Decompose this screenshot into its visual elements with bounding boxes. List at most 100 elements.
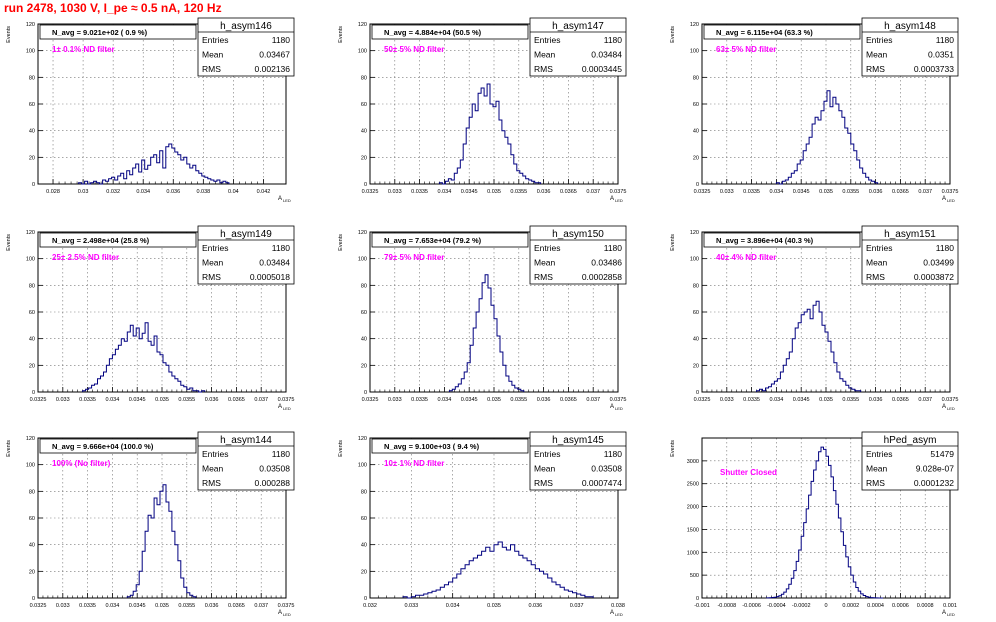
y-tick-label: 20 — [693, 363, 699, 369]
histogram-panel-h_asym146: 0.028 0.03 0.032 0.034 0.036 0.038 0.04 0.042 0 2… — [6, 17, 295, 203]
x-tick-label: 0.0325 — [362, 189, 379, 195]
x-tick-label: 0.0355 — [178, 603, 195, 609]
x-tick-label: 0.033 — [720, 189, 734, 195]
x-tick-label: 0.036 — [869, 189, 883, 195]
x-tick-label: 0.042 — [257, 189, 271, 195]
y-tick-label: 40 — [361, 129, 367, 135]
stats-label-rms: RMS — [534, 64, 553, 74]
x-tick-label: 0.0345 — [461, 397, 478, 403]
stats-label-rms: RMS — [866, 478, 885, 488]
y-tick-label: 1500 — [687, 527, 699, 533]
stats-box-frame — [861, 225, 959, 285]
y-tick-label: 80 — [29, 75, 35, 81]
y-tick-label: 100 — [690, 257, 699, 263]
x-tick-label: 0.036 — [528, 603, 542, 609]
y-tick-label: 120 — [26, 22, 35, 28]
stats-label-entries: Entries — [866, 243, 892, 253]
y-tick-label: 120 — [26, 230, 35, 236]
y-tick-label: 40 — [693, 337, 699, 343]
x-tick-label: 0.034 — [106, 397, 120, 403]
x-tick-label: 0.033 — [388, 189, 402, 195]
header-text: N_avg = 6.115e+04 (63.3 %) — [716, 28, 813, 37]
x-tick-label: -0.0002 — [792, 603, 811, 609]
stats-value-rms: 0.0001232 — [914, 478, 954, 488]
x-tick-label: 0.038 — [611, 603, 625, 609]
x-tick-label: 0.032 — [363, 603, 377, 609]
x-tick-label: 0.0004 — [867, 603, 884, 609]
stats-value-rms: 0.0007474 — [582, 478, 622, 488]
header-text: N_avg = 3.896e+04 (40.3 %) — [716, 236, 814, 245]
stats-value-rms: 0.000288 — [255, 478, 291, 488]
y-tick-label: 0 — [696, 182, 699, 188]
header-box — [39, 438, 197, 454]
stats-label-rms: RMS — [866, 64, 885, 74]
stats-box-frame — [529, 431, 627, 491]
header-box — [39, 24, 197, 40]
y-axis-label: Events — [338, 440, 344, 457]
x-tick-label: 0.0335 — [743, 397, 760, 403]
x-tick-label: 0.0335 — [79, 397, 96, 403]
stats-label-entries: Entries — [202, 243, 228, 253]
x-tick-label: 0.037 — [254, 397, 268, 403]
stats-label-mean: Mean — [202, 50, 224, 60]
y-tick-label: 0 — [32, 596, 35, 602]
x-tick-label: 0.0335 — [411, 397, 428, 403]
stats-label-mean: Mean — [202, 464, 224, 474]
x-tick-label: 0.0365 — [560, 189, 577, 195]
x-tick-label: 0.033 — [388, 397, 402, 403]
x-tick-label: -0.0004 — [767, 603, 786, 609]
stats-value-rms: 0.0002858 — [582, 272, 622, 282]
x-tick-label: 0.0345 — [793, 397, 810, 403]
y-tick-label: 120 — [358, 22, 367, 28]
x-tick-label: -0.0006 — [742, 603, 761, 609]
x-tick-label: 0.0008 — [917, 603, 934, 609]
y-tick-label: 40 — [361, 337, 367, 343]
stats-box-frame — [529, 225, 627, 285]
annotation-text: 1± 0.1% ND filter — [52, 45, 115, 54]
x-axis-label-sub: LED — [283, 198, 291, 203]
y-tick-label: 0 — [364, 390, 367, 396]
x-tick-label: 0.036 — [869, 397, 883, 403]
y-tick-label: 60 — [361, 516, 367, 522]
stats-label-entries: Entries — [202, 449, 228, 459]
stats-box-frame — [529, 17, 627, 77]
x-tick-label: 0.036 — [537, 397, 551, 403]
histogram-panel-h_asym150: 0.0325 0.033 0.0335 0.034 0.0345 0.035 0.0355 0… — [338, 225, 627, 411]
annotation-text: 100% (No filter) — [52, 459, 111, 468]
stats-value-rms: 0.0003445 — [582, 64, 622, 74]
stats-box-title: h_asym147 — [552, 21, 604, 32]
x-tick-label: -0.0008 — [717, 603, 736, 609]
stats-value-entries: 1180 — [936, 243, 955, 253]
x-tick-label: 0.028 — [46, 189, 60, 195]
x-axis-label: A — [278, 610, 282, 616]
x-tick-label: 0.0325 — [30, 603, 47, 609]
x-tick-label: 0.0365 — [228, 397, 245, 403]
y-tick-label: 2000 — [687, 505, 699, 511]
x-tick-label: 0.0375 — [278, 603, 295, 609]
stats-label-entries: Entries — [534, 449, 560, 459]
x-tick-label: 0.0375 — [942, 397, 959, 403]
x-tick-label: 0.037 — [918, 397, 932, 403]
y-axis-label: Events — [6, 234, 12, 251]
header-text: N_avg = 7.653e+04 (79.2 %) — [384, 236, 482, 245]
y-tick-label: 100 — [690, 49, 699, 55]
x-tick-label: 0.0335 — [79, 603, 96, 609]
y-tick-label: 0 — [32, 182, 35, 188]
histogram-series-line — [78, 143, 230, 185]
x-tick-label: 0.04 — [228, 189, 239, 195]
stats-box-frame — [197, 225, 295, 285]
histogram-panel-h_asym151: 0.0325 0.033 0.0335 0.034 0.0345 0.035 0.0355 0… — [670, 225, 959, 411]
stats-value-rms: 0.0003733 — [914, 64, 954, 74]
y-axis-label: Events — [670, 440, 676, 457]
x-tick-label: 0.0335 — [743, 189, 760, 195]
histogram-panel-h_asym148: 0.0325 0.033 0.0335 0.034 0.0345 0.035 0.0355 0… — [670, 17, 958, 203]
x-tick-label: 0.032 — [106, 189, 120, 195]
stats-label-mean: Mean — [202, 258, 224, 268]
x-tick-label: 0.03 — [78, 189, 89, 195]
x-tick-label: 0.035 — [487, 189, 501, 195]
stats-box-title: h_asym144 — [220, 435, 272, 446]
histogram-series-line — [438, 83, 542, 185]
annotation-text: 25± 2.5% ND filter — [52, 253, 119, 262]
x-tick-label: 0.034 — [770, 397, 784, 403]
y-tick-label: 0 — [364, 182, 367, 188]
